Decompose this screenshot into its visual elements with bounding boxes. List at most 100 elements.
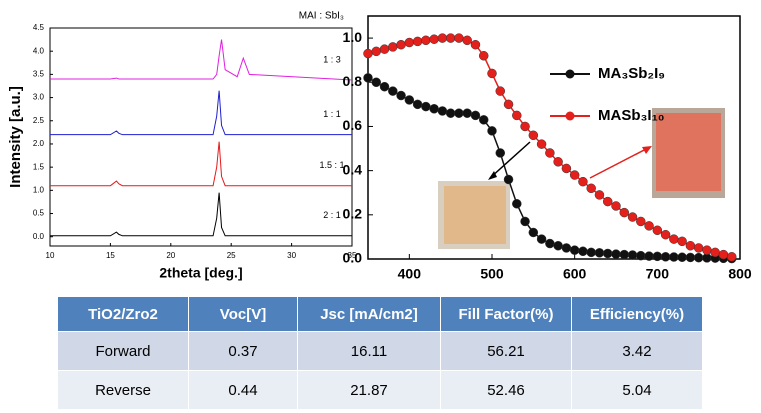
marker	[644, 251, 654, 261]
header-cell: Efficiency(%)	[571, 296, 703, 332]
marker	[644, 221, 654, 231]
y-tick-label: 0.0	[343, 250, 363, 266]
subtitle: MAI : SbI₃	[299, 11, 344, 22]
marker	[602, 196, 613, 207]
series-label: 2 : 1	[323, 210, 341, 220]
marker	[412, 36, 423, 47]
y-tick-label: 1.0	[343, 29, 363, 45]
y-tick-label: 1.0	[33, 185, 45, 194]
y-tick-label: 0.6	[343, 117, 363, 133]
marker	[445, 33, 456, 43]
marker	[454, 33, 464, 43]
header-cell: TiO2/Zro2	[57, 296, 189, 332]
y-tick-label: 1.5	[33, 162, 45, 171]
y-tick-label: 4.0	[33, 46, 45, 55]
marker	[545, 148, 555, 158]
cell: 56.21	[440, 331, 572, 371]
marker	[660, 252, 671, 262]
header-cell: Fill Factor(%)	[440, 296, 572, 332]
marker	[594, 190, 605, 200]
cell: 5.04	[571, 370, 703, 410]
marker	[536, 139, 547, 149]
arrow-head	[642, 146, 652, 154]
marker	[660, 229, 671, 240]
marker	[388, 42, 398, 52]
marker	[388, 86, 398, 96]
y-tick-label: 0.2	[343, 206, 363, 222]
marker	[404, 37, 415, 48]
cell: 16.11	[297, 331, 441, 371]
marker	[454, 108, 464, 118]
y-tick-label: 2.0	[33, 139, 45, 148]
marker	[512, 199, 522, 209]
plot-frame	[367, 15, 741, 260]
cell: 21.87	[297, 370, 441, 410]
legend-marker	[565, 111, 575, 121]
series-line	[50, 141, 352, 187]
marker	[487, 68, 497, 79]
header-row: TiO2/Zro2 Voc[V] Jsc [mA/cm2] Fill Facto…	[57, 296, 703, 332]
marker	[478, 51, 489, 61]
marker	[363, 73, 373, 83]
series-line	[50, 39, 353, 81]
marker	[611, 201, 621, 211]
marker	[726, 252, 737, 262]
marker	[627, 250, 638, 260]
legend-label: MASb₃I₁₀	[598, 107, 665, 124]
series-line	[50, 90, 352, 136]
marker	[693, 243, 704, 253]
marker	[718, 249, 729, 260]
marker	[685, 252, 696, 263]
marker	[470, 39, 481, 50]
arrow-head	[488, 171, 497, 180]
photo-film	[656, 113, 721, 191]
arrow	[589, 147, 649, 179]
plot-frame	[49, 27, 353, 247]
marker	[594, 248, 605, 258]
x-tick-label: 20	[166, 251, 175, 260]
marker	[495, 86, 506, 96]
marker	[553, 157, 563, 167]
y-tick-label: 0.0	[33, 232, 45, 241]
marker	[478, 115, 489, 125]
x-axis-label: 2theta [deg.]	[159, 265, 242, 281]
header-cell: Voc[V]	[188, 296, 298, 332]
marker	[437, 33, 448, 43]
marker	[602, 248, 613, 259]
marker	[412, 99, 423, 110]
marker	[445, 108, 456, 118]
marker	[503, 174, 514, 185]
marker	[578, 176, 588, 187]
y-tick-label: 2.5	[33, 116, 45, 125]
marker	[569, 170, 580, 180]
marker	[429, 34, 439, 44]
arrow	[489, 141, 531, 179]
marker	[536, 234, 547, 244]
marker	[396, 90, 406, 101]
marker	[520, 216, 530, 227]
marker	[636, 216, 646, 227]
row: Reverse 0.44 21.87 52.46 5.04	[57, 370, 703, 410]
marker	[561, 163, 572, 174]
marker	[462, 35, 472, 46]
marker	[528, 227, 539, 238]
x-tick-label: 30	[287, 251, 296, 260]
y-tick-label: 3.0	[33, 93, 45, 102]
marker	[545, 238, 555, 249]
cell: 3.42	[571, 331, 703, 371]
cell: Forward	[57, 331, 189, 371]
x-tick-label: 400	[398, 266, 422, 282]
x-tick-label: 35	[348, 251, 357, 260]
marker	[404, 95, 415, 105]
marker	[636, 250, 646, 261]
marker	[379, 81, 390, 92]
marker	[512, 110, 522, 121]
marker	[503, 99, 514, 110]
marker	[685, 240, 696, 251]
marker	[553, 240, 563, 251]
results-table: TiO2/Zro2 Voc[V] Jsc [mA/cm2] Fill Facto…	[57, 296, 703, 410]
marker	[693, 252, 704, 263]
marker	[619, 249, 630, 260]
marker	[520, 121, 530, 132]
